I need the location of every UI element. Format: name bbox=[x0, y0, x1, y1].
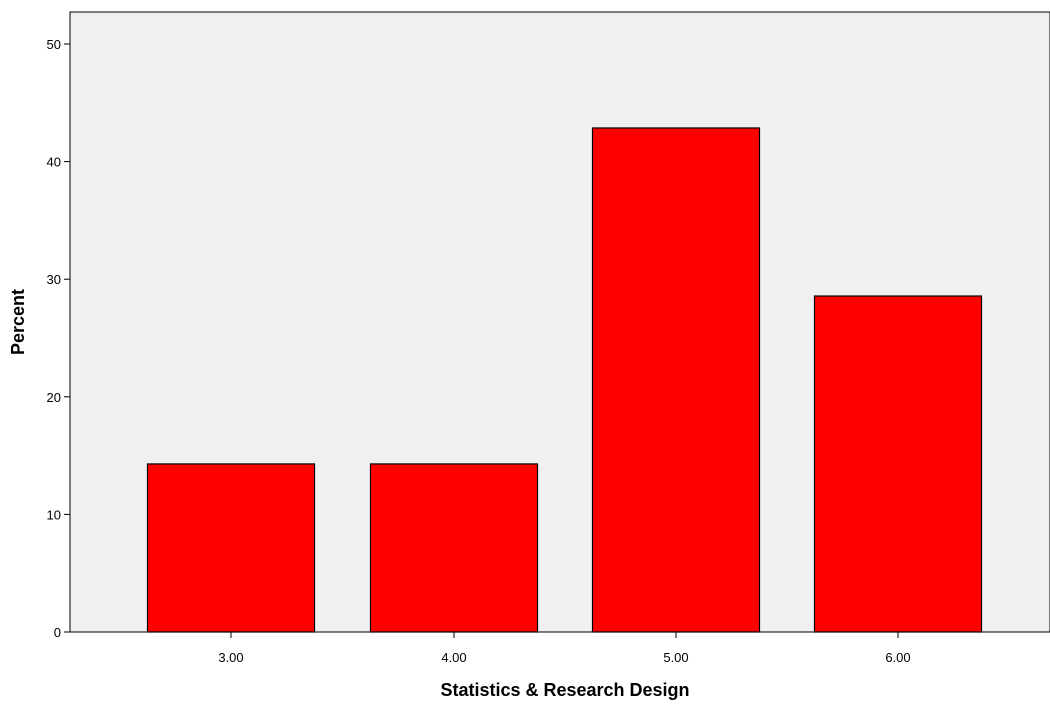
y-axis-title: Percent bbox=[8, 289, 28, 355]
x-axis-title: Statistics & Research Design bbox=[440, 680, 689, 700]
x-tick-label: 3.00 bbox=[218, 650, 243, 665]
y-tick-label: 10 bbox=[47, 507, 61, 522]
x-tick-label: 6.00 bbox=[885, 650, 910, 665]
x-tick-label: 4.00 bbox=[441, 650, 466, 665]
bar-3.00 bbox=[146, 463, 316, 633]
x-ticks: 3.00 4.00 5.00 6.00 bbox=[218, 632, 911, 665]
y-tick-label: 0 bbox=[54, 625, 61, 640]
bar-4.00 bbox=[369, 463, 539, 633]
y-ticks: 0 10 20 30 40 50 bbox=[47, 37, 70, 640]
y-tick-label: 30 bbox=[47, 272, 61, 287]
bars bbox=[146, 127, 983, 633]
x-tick-label: 5.00 bbox=[663, 650, 688, 665]
bar-5.00 bbox=[591, 127, 761, 633]
bar-6.00 bbox=[813, 295, 983, 633]
y-tick-label: 20 bbox=[47, 390, 61, 405]
y-tick-label: 50 bbox=[47, 37, 61, 52]
y-tick-label: 40 bbox=[47, 155, 61, 170]
